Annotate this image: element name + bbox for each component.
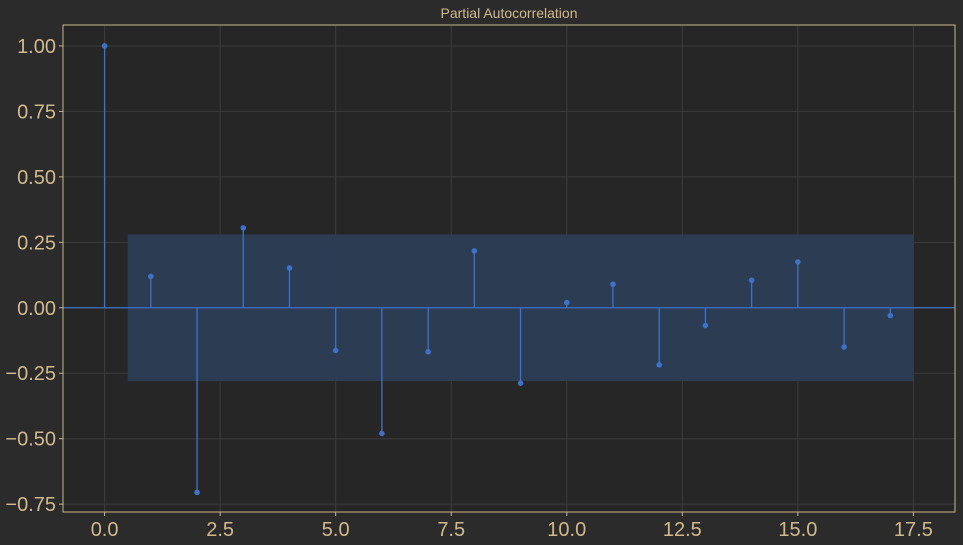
stem-marker-lag-10 xyxy=(563,299,570,306)
x-tick-label-4: 10.0 xyxy=(547,519,586,541)
x-axis-ticks: 0.0 2.5 5.0 7.5 10.0 12.5 15.0 17.5 xyxy=(91,512,933,541)
x-tick-label-2: 5.0 xyxy=(322,519,350,541)
stem-marker-lag-17 xyxy=(887,312,894,319)
chart-title: Partial Autocorrelation xyxy=(441,5,578,21)
stem-marker-lag-14 xyxy=(748,277,755,284)
stem-marker-lag-13 xyxy=(702,322,709,329)
stem-marker-lag-7 xyxy=(425,348,431,355)
y-tick-label-0: 1.00 xyxy=(17,36,56,58)
y-axis-ticks: 1.00 0.75 0.50 0.25 0.00 −0.25 −0.50 −0.75 xyxy=(5,36,63,516)
stem-marker-lag-0 xyxy=(101,43,108,49)
stem-marker-lag-9 xyxy=(517,380,524,386)
stem-marker-lag-1 xyxy=(148,273,154,280)
y-tick-label-4: 0.00 xyxy=(17,298,56,320)
y-tick-label-6: −0.50 xyxy=(5,429,56,451)
stem-marker-lag-16 xyxy=(841,344,847,350)
x-tick-label-6: 15.0 xyxy=(778,519,817,541)
stem-marker-lag-4 xyxy=(286,265,293,271)
plot-frame xyxy=(62,24,956,513)
stem-marker-lag-3 xyxy=(240,225,247,231)
stem-series xyxy=(101,43,894,496)
x-tick-label-7: 17.5 xyxy=(894,519,933,541)
stem-marker-lag-5 xyxy=(332,347,339,354)
stem-marker-lag-8 xyxy=(471,248,478,254)
stem-marker-lag-6 xyxy=(379,430,385,437)
x-tick-label-3: 7.5 xyxy=(437,519,465,541)
stem-marker-lag-2 xyxy=(194,489,200,496)
y-tick-label-7: −0.75 xyxy=(5,494,56,516)
y-tick-label-2: 0.50 xyxy=(17,167,56,189)
stem-marker-lag-15 xyxy=(795,259,801,265)
y-tick-label-3: 0.25 xyxy=(17,232,56,254)
x-tick-label-5: 12.5 xyxy=(663,519,702,541)
stem-marker-lag-12 xyxy=(656,362,663,368)
x-tick-label-1: 2.5 xyxy=(206,519,234,541)
stem-marker-lag-11 xyxy=(610,281,616,288)
y-tick-label-1: 0.75 xyxy=(17,101,56,123)
x-tick-label-0: 0.0 xyxy=(91,519,119,541)
y-tick-label-5: −0.25 xyxy=(5,363,56,385)
